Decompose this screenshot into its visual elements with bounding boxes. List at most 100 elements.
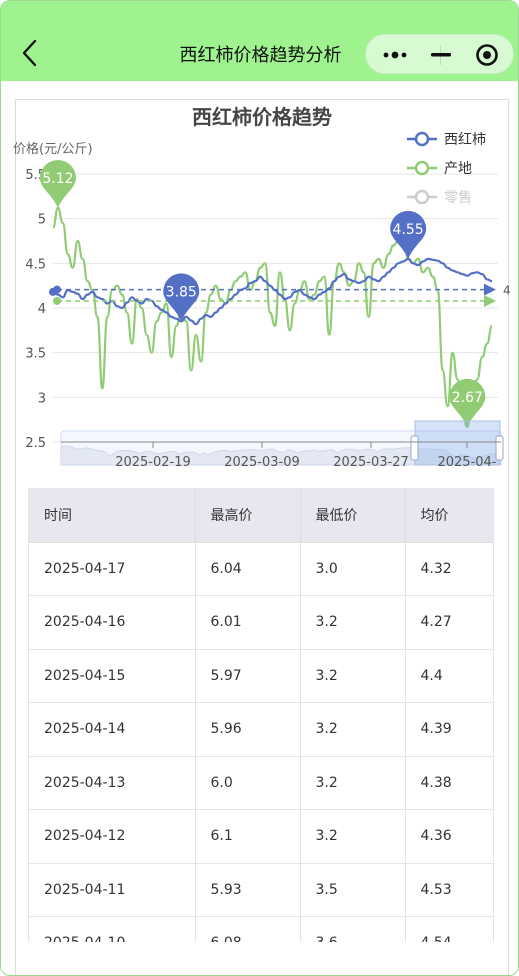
zoom-handle-right[interactable] [495,435,504,461]
table-cell: 4.27 [405,595,493,650]
table-cell: 2025-04-15 [29,649,196,703]
average-lines: 4 [53,283,511,307]
table-cell: 2025-04-11 [29,863,196,917]
more-dots-icon[interactable] [370,35,419,75]
table-cell: 6.0 [195,756,301,810]
table-cell: 5.97 [195,649,301,703]
table-header-cell: 最低价 [300,488,406,543]
data-zoom-slider[interactable] [60,420,504,466]
x-tick-label: 2025-04- [437,455,496,470]
x-axis-ticks: 2025-02-19 2025-03-09 2025-03-27 2025-04- [115,442,497,470]
table-cell: 2025-04-12 [29,809,196,864]
table-row: 2025-04-14 5.96 3.2 4.39 [29,702,493,757]
table-body: 2025-04-17 6.04 3.0 4.32 2025-04-16 6.01 3.2 4.… [29,542,493,942]
table-cell: 4.4 [405,649,493,703]
table-cell: 4.53 [405,863,493,917]
table-header-cell: 时间 [29,488,196,543]
y-tick-label: 2.5 [25,436,46,451]
marker-pin: 2.67 [449,378,486,427]
nav-bar: 西红柿价格趋势分析 [1,1,518,81]
table-cell: 2025-04-13 [29,756,196,810]
zoom-selection[interactable] [414,420,501,466]
table-cell: 2025-04-16 [29,595,196,650]
legend-circle-icon [414,131,430,147]
marker-pin: 4.55 [390,210,427,259]
table-row: 2025-04-15 5.97 3.2 4.4 [29,649,493,703]
table-cell: 3.2 [300,595,406,650]
table-cell: 6.04 [195,542,301,596]
table-cell: 4.54 [405,916,493,942]
table-row: 2025-04-106.083.64.54 [29,916,493,942]
legend-label: 零售 [444,190,472,206]
marker-pin-shape [390,210,427,259]
close-target-icon[interactable] [462,35,511,75]
table-cell: 4.36 [405,809,493,864]
table-row: 2025-04-13 6.0 3.2 4.38 [29,756,493,810]
table-cell: 3.2 [300,649,406,703]
marker-pin-shape [449,378,486,427]
table-row: 2025-04-17 6.04 3.0 4.32 [29,542,493,596]
price-table: 时间 最高价 最低价 均价 2025-04-17 6.04 3.0 4.32 2025-04-… [28,488,494,942]
table-cell: 6.01 [195,595,301,650]
table-row: 2025-04-12 6.1 3.2 4.36 [29,809,493,864]
average-arrow-icon [484,283,496,296]
chevron-left-icon[interactable] [15,37,45,71]
x-tick-label: 2025-02-19 [115,455,191,470]
x-tick-label: 2025-03-09 [224,455,300,470]
marker-pin-label: 3.85 [166,284,197,300]
y-axis-label: 价格(元/公斤) [13,141,93,157]
chart-title: 西红柿价格趋势 [192,105,332,129]
marker-pin: 3.85 [163,273,200,322]
table-cell: 2025-04-14 [29,702,196,757]
table-cell: 4.38 [405,756,493,810]
table-cell: 3.2 [300,756,406,810]
table-header-row: 时间 最高价 最低价 均价 [29,488,493,543]
y-tick-label: 5 [38,213,46,228]
table-row: 2025-04-16 6.01 3.2 4.27 [29,595,493,650]
table-row: 2025-04-11 5.93 3.5 4.53 [29,863,493,917]
average-label: 4 [503,284,511,298]
y-axis-ticks: 2.533.544.555.5 [25,168,46,451]
series-layer [49,206,494,428]
zoom-mini-area [60,445,502,466]
marker-pins: 5.12 3.85 4.55 2.67 [39,159,486,427]
table-header-cell: 最高价 [195,488,301,543]
marker-pin: 5.12 [39,159,76,208]
average-start-dot [53,296,61,305]
series-line-origin [51,206,494,428]
y-tick-label: 4.5 [25,257,46,272]
legend-item[interactable]: 西红柿 [407,131,486,148]
average-start-dot [53,285,61,294]
table-cell: 3.6 [300,916,406,942]
legend-item[interactable]: 产地 [407,160,472,177]
marker-pin-label: 4.55 [393,222,424,238]
marker-pin-shape [163,273,200,322]
table-cell: 6.1 [195,809,301,864]
table-cell: 6.08 [195,916,301,942]
table-cell: 5.93 [195,863,301,917]
table-cell: 4.32 [405,542,493,596]
table-cell: 2025-04-17 [29,542,196,596]
price-trend-chart[interactable]: 西红柿价格趋势 价格(元/公斤) 2.533.544.555.5 4 5.123… [1,1,519,481]
y-tick-label: 3.5 [25,347,46,362]
x-tick-label: 2025-03-27 [333,455,409,470]
marker-pin-shape [39,159,76,208]
legend-item[interactable]: 零售 [407,189,472,206]
table-cell: 2025-04-10 [29,916,196,942]
page-title: 西红柿价格趋势分析 [179,45,342,66]
table-cell: 3.0 [300,542,406,596]
legend-circle-icon [414,189,430,205]
legend-label: 西红柿 [444,131,486,148]
minimize-icon[interactable] [416,35,465,75]
marker-pin-label: 5.12 [42,171,73,187]
table-header-cell: 均价 [405,488,493,543]
y-tick-label: 3 [38,391,46,406]
table-cell: 3.5 [300,863,406,917]
table-cell: 3.2 [300,702,406,757]
y-tick-label: 4 [38,302,46,317]
zoom-handle-left[interactable] [410,435,419,461]
table-cell: 4.39 [405,702,493,757]
average-arrow-icon [484,294,496,307]
